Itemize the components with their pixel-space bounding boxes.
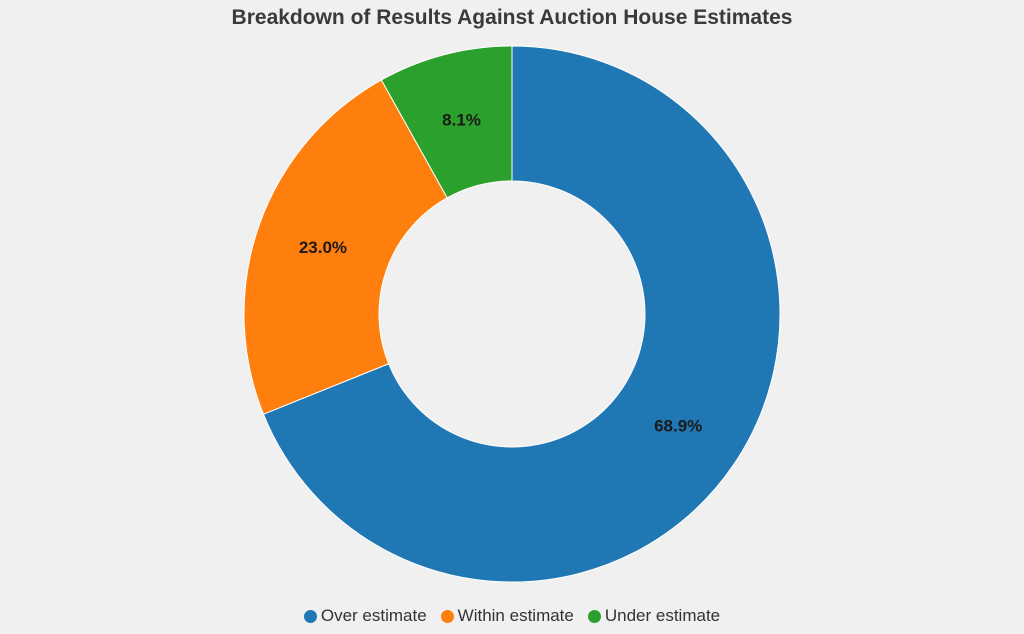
legend-swatch-over-estimate bbox=[303, 609, 317, 623]
legend-item-within-estimate[interactable]: Within estimate bbox=[440, 606, 574, 626]
donut-slice-under-estimate[interactable] bbox=[380, 45, 513, 199]
legend-label-under-estimate: Under estimate bbox=[604, 606, 721, 625]
legend: Over estimate Within estimate Under esti… bbox=[0, 606, 1024, 626]
legend-swatch-under-estimate bbox=[587, 609, 601, 623]
slices-group bbox=[243, 45, 781, 583]
slice-label-within-estimate: 23.0% bbox=[299, 238, 347, 257]
legend-item-over-estimate[interactable]: Over estimate bbox=[303, 606, 427, 626]
legend-label-within-estimate: Within estimate bbox=[457, 606, 574, 625]
legend-swatch-within-estimate bbox=[440, 609, 454, 623]
slice-label-under-estimate: 8.1% bbox=[442, 110, 481, 129]
slice-label-over-estimate: 68.9% bbox=[654, 417, 702, 436]
donut-slice-over-estimate[interactable] bbox=[262, 45, 781, 583]
legend-item-under-estimate[interactable]: Under estimate bbox=[587, 606, 721, 626]
slice-labels-group: 68.9% 23.0% 8.1% bbox=[299, 110, 702, 435]
legend-label-over-estimate: Over estimate bbox=[320, 606, 427, 625]
donut-slice-within-estimate[interactable] bbox=[243, 79, 448, 415]
chart-title: Breakdown of Results Against Auction Hou… bbox=[231, 6, 793, 29]
